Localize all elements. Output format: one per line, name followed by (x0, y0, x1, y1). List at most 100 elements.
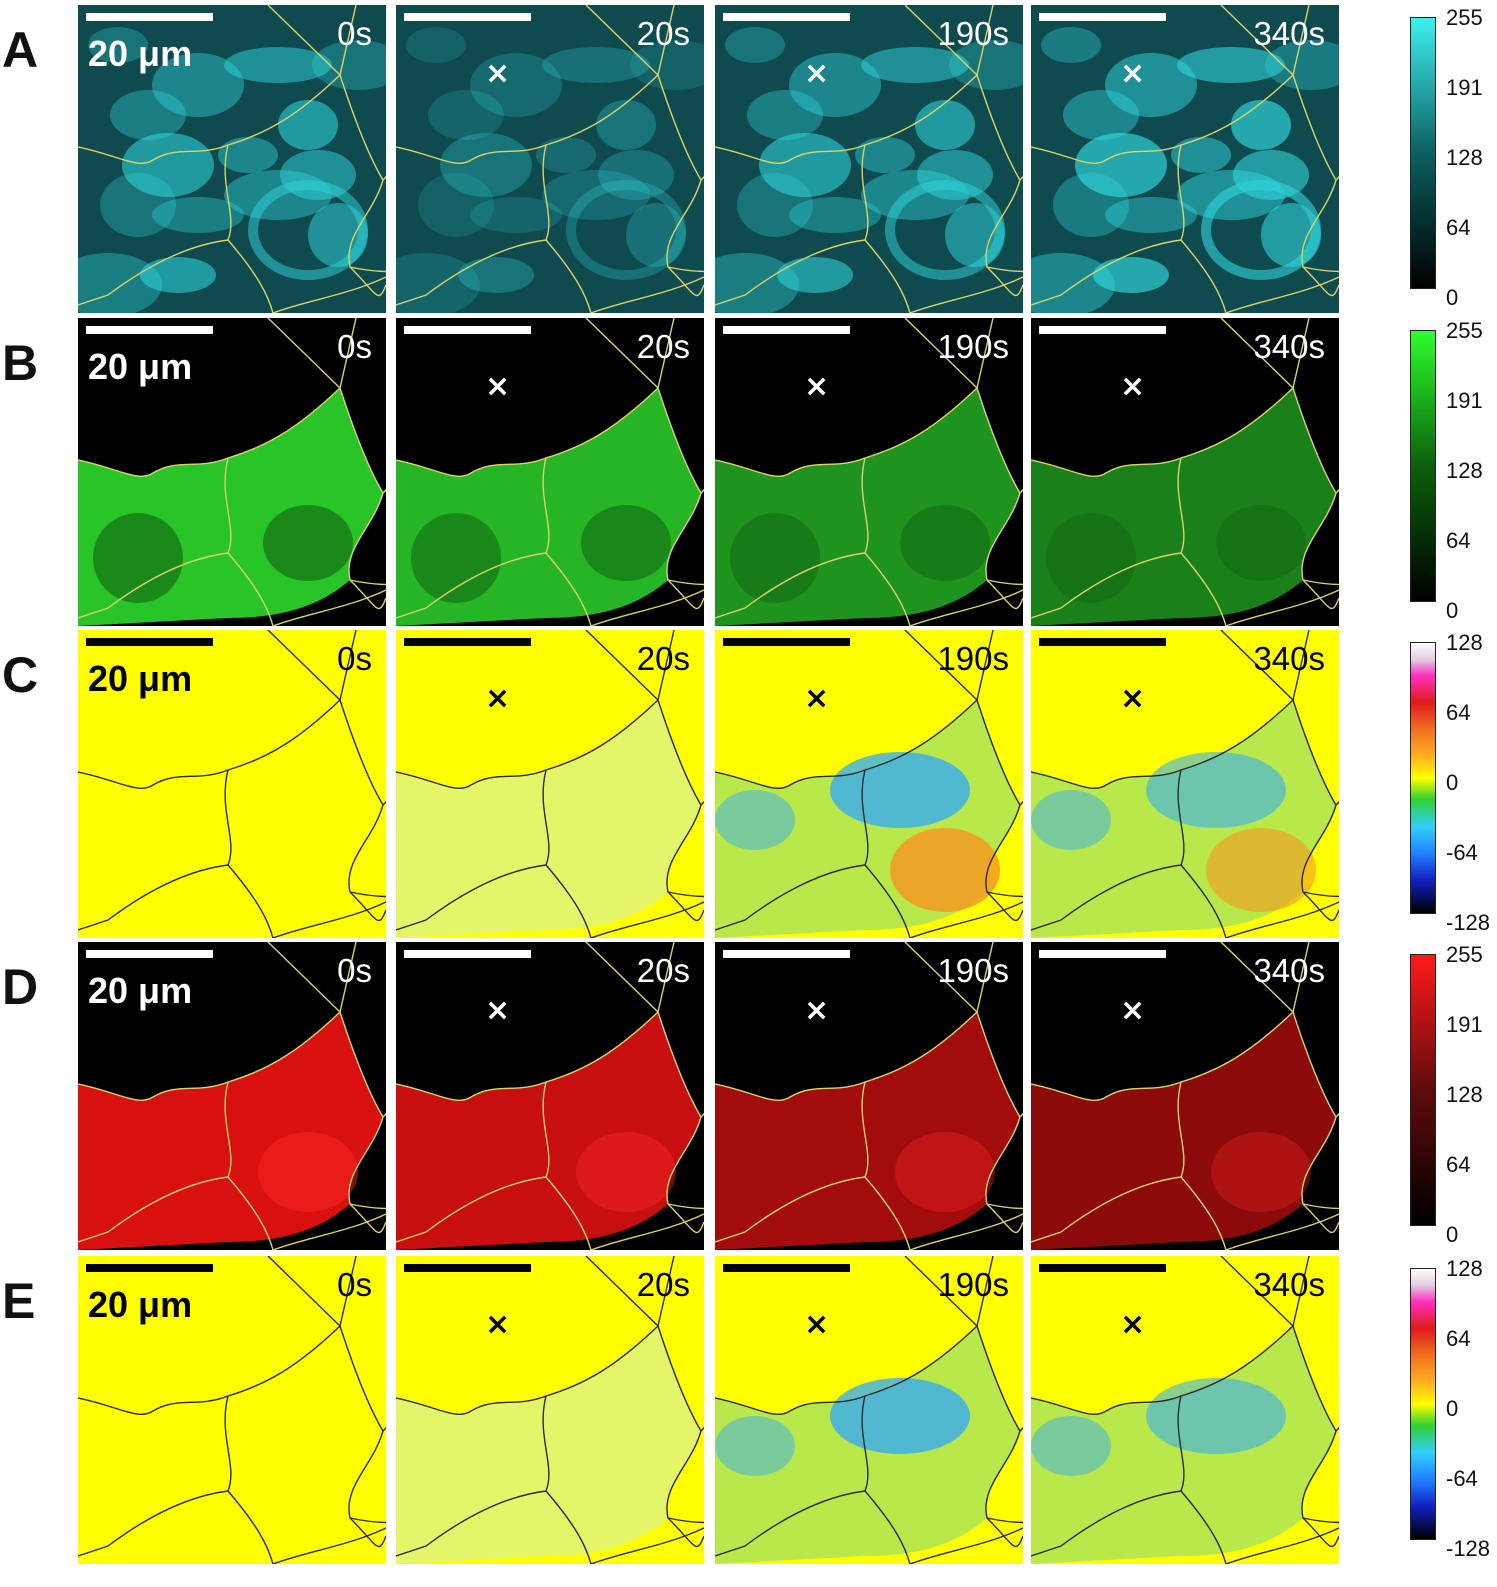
micrograph (1031, 318, 1339, 626)
time-label: 0s (337, 15, 372, 52)
scale-bar (404, 950, 531, 958)
micrograph (396, 630, 704, 938)
colorbar-tick-label: 64 (1446, 528, 1471, 553)
time-label: 20s (636, 1266, 690, 1303)
stimulation-site-marker: × (804, 56, 830, 91)
colorbar-tick-label: 128 (1446, 145, 1483, 170)
colorbar-tick-label: 255 (1446, 5, 1483, 30)
time-label: 0s (337, 640, 372, 677)
stimulation-site-marker: × (485, 369, 511, 404)
scale-bar (86, 638, 213, 646)
image-panel: 340s × (1031, 5, 1339, 313)
scale-bar (404, 13, 531, 21)
colorbar-tick-label: -128 (1446, 1536, 1491, 1561)
image-panel: 340s × (1031, 942, 1339, 1250)
scale-bar-label: 20 μm (88, 346, 193, 387)
row-label: E (2, 1273, 36, 1329)
ratio-signal (396, 1326, 701, 1564)
stimulation-site-marker: × (1120, 1307, 1146, 1342)
cell-outlines (78, 318, 386, 626)
scale-bar (86, 13, 213, 21)
colorbar-tick-label: 0 (1446, 1396, 1459, 1421)
fluorescence-signal (1031, 27, 1339, 313)
image-panel: 190s × (715, 318, 1023, 626)
colorbar-diverging-c (1410, 642, 1436, 914)
image-panel: 20s × (396, 318, 704, 626)
fluorescence-signal (715, 388, 1020, 626)
micrograph (78, 630, 386, 938)
scale-bar (404, 1264, 531, 1272)
colorbar-tick-label: 128 (1446, 630, 1483, 655)
colorbar-red (1410, 954, 1436, 1226)
colorbar-green (1410, 330, 1436, 602)
colorbar-tick-label: 64 (1446, 1152, 1471, 1177)
colorbar-tick-label: 64 (1446, 1326, 1471, 1351)
colorbar-tick-label: 0 (1446, 770, 1459, 795)
scale-bar-label: 20 μm (88, 658, 193, 699)
image-panel: 20 μm 0s (78, 1256, 386, 1564)
micrograph (715, 942, 1023, 1250)
colorbar-tick-label: 0 (1446, 285, 1459, 310)
micrograph (396, 5, 704, 313)
image-panel: 20s × (396, 942, 704, 1250)
time-label: 20s (636, 640, 690, 677)
fluorescence-signal (396, 388, 701, 626)
colorbar-tick-label: 64 (1446, 700, 1471, 725)
scale-bar (404, 326, 531, 334)
micrograph (1031, 630, 1339, 938)
colorbar-tick-label: 255 (1446, 318, 1483, 343)
time-label: 20s (636, 952, 690, 989)
time-label: 340s (1253, 952, 1325, 989)
row-label: A (2, 22, 39, 78)
cell-outlines (1031, 1256, 1339, 1564)
scale-bar (723, 950, 850, 958)
scale-bar (1039, 638, 1166, 646)
stimulation-site-marker: × (485, 56, 511, 91)
time-label: 20s (636, 328, 690, 365)
stimulation-site-marker: × (1120, 993, 1146, 1028)
time-label: 20s (636, 15, 690, 52)
row-label: D (2, 959, 39, 1015)
cell-outlines (396, 5, 704, 313)
cell-outlines (715, 630, 1023, 938)
time-label: 340s (1253, 15, 1325, 52)
scale-bar (86, 950, 213, 958)
scale-bar (1039, 13, 1166, 21)
colorbar-tick-label: 128 (1446, 1082, 1483, 1107)
micrograph (715, 318, 1023, 626)
stimulation-site-marker: × (1120, 681, 1146, 716)
time-label: 190s (937, 1266, 1009, 1303)
cell-outlines (396, 630, 704, 938)
ratio-signal (715, 1326, 1020, 1564)
time-label: 0s (337, 952, 372, 989)
time-label: 340s (1253, 640, 1325, 677)
stimulation-site-marker: × (804, 993, 830, 1028)
scale-bar (404, 638, 531, 646)
fluorescence-signal (78, 27, 386, 313)
fluorescence-signal (1031, 388, 1336, 626)
fluorescence-signal (78, 388, 383, 626)
micrograph (1031, 1256, 1339, 1564)
colorbar-tick-label: 128 (1446, 458, 1483, 483)
cell-outlines (396, 1256, 704, 1564)
scale-bar-label: 20 μm (88, 1284, 193, 1325)
time-label: 190s (937, 640, 1009, 677)
colorbar-tick-label: 128 (1446, 1256, 1483, 1281)
stimulation-site-marker: × (485, 993, 511, 1028)
stimulation-site-marker: × (1120, 369, 1146, 404)
image-panel: 340s × (1031, 630, 1339, 938)
cell-outlines (715, 318, 1023, 626)
image-panel: 190s × (715, 630, 1023, 938)
stimulation-site-marker: × (1120, 56, 1146, 91)
micrograph (715, 630, 1023, 938)
stimulation-site-marker: × (804, 369, 830, 404)
scale-bar (723, 326, 850, 334)
cell-outlines (396, 942, 704, 1250)
cell-outlines (396, 318, 704, 626)
micrograph (715, 5, 1023, 313)
image-background (396, 5, 704, 313)
scale-bar-label: 20 μm (88, 970, 193, 1011)
micrograph (78, 318, 386, 626)
colorbar-tick-label: 255 (1446, 942, 1483, 967)
cell-outlines (1031, 630, 1339, 938)
